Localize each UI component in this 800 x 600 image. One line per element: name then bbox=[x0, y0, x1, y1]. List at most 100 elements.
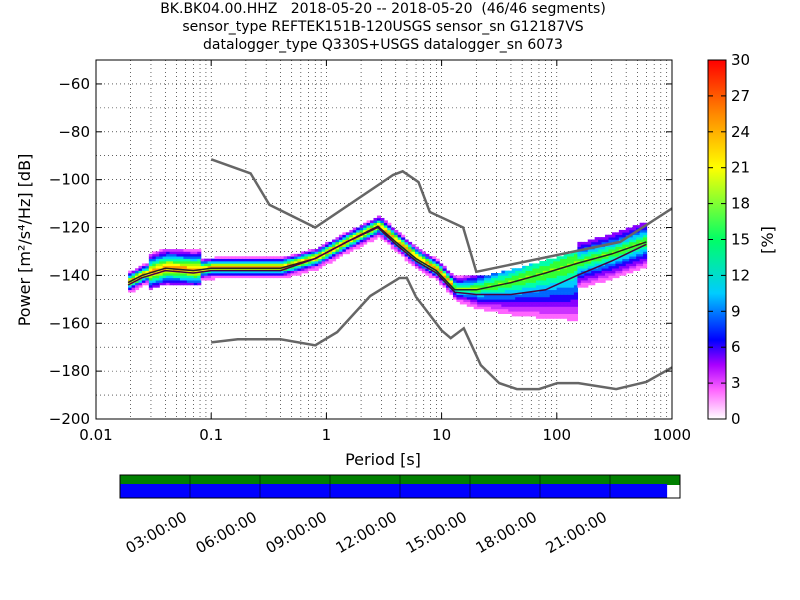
heatmap-cell bbox=[300, 256, 305, 259]
heatmap-cell bbox=[615, 263, 620, 267]
heatmap-cell bbox=[601, 249, 606, 252]
heatmap-cell bbox=[238, 265, 243, 269]
heatmap-cell bbox=[349, 249, 354, 252]
heatmap-cell bbox=[511, 275, 516, 279]
noise-model-lines bbox=[127, 158, 672, 391]
heatmap-cell bbox=[359, 234, 364, 238]
colorbar-tick-label: 24 bbox=[731, 123, 750, 141]
heatmap-cell bbox=[166, 251, 171, 255]
heatmap-cell bbox=[484, 304, 489, 307]
heatmap-cell bbox=[525, 277, 530, 281]
heatmap-cell bbox=[560, 313, 565, 317]
heatmap-cell bbox=[128, 270, 133, 274]
heatmap-cell bbox=[252, 263, 257, 267]
heatmap-cell bbox=[432, 275, 437, 279]
heatmap-cell bbox=[563, 261, 568, 264]
heatmap-cell bbox=[135, 270, 140, 274]
heatmap-cell bbox=[535, 299, 540, 303]
heatmap-cell bbox=[629, 227, 634, 231]
heatmap-cell bbox=[508, 273, 513, 276]
heatmap-cell bbox=[594, 273, 599, 276]
heatmap-cell bbox=[522, 265, 527, 269]
heatmap-cell bbox=[314, 263, 319, 267]
heatmap-cell bbox=[542, 301, 547, 305]
heatmap-cell bbox=[200, 277, 205, 281]
heatmap-cell bbox=[529, 292, 534, 295]
heatmap-cell bbox=[570, 282, 575, 286]
heatmap-cell bbox=[629, 263, 634, 267]
heatmap-cell bbox=[408, 256, 413, 259]
heatmap-cell bbox=[580, 273, 585, 276]
heatmap-cell bbox=[525, 296, 530, 300]
heatmap-cell bbox=[193, 277, 198, 281]
heatmap-cell bbox=[211, 261, 216, 264]
heatmap-cell bbox=[342, 232, 347, 236]
heatmap-cell bbox=[501, 308, 506, 312]
heatmap-cell bbox=[584, 251, 589, 255]
heatmap-cell bbox=[159, 249, 164, 252]
heatmap-cell bbox=[549, 308, 554, 312]
heatmap-cell bbox=[639, 234, 644, 238]
heatmap-cell bbox=[245, 270, 250, 274]
heatmap-cell bbox=[535, 265, 540, 269]
heatmap-cell bbox=[567, 261, 572, 264]
heatmap-cell bbox=[508, 299, 513, 303]
heatmap-cell bbox=[508, 284, 513, 288]
heatmap-cell bbox=[605, 241, 610, 245]
heatmap-cell bbox=[352, 232, 357, 236]
heatmap-cell bbox=[352, 241, 357, 245]
heatmap-cell bbox=[173, 249, 178, 252]
heatmap-cell bbox=[231, 268, 236, 271]
heatmap-cell bbox=[242, 270, 247, 274]
heatmap-cell bbox=[629, 244, 634, 247]
timeline-tick-label: 03:00:00 bbox=[123, 508, 190, 557]
heatmap-cell bbox=[169, 258, 174, 262]
heatmap-cell bbox=[397, 234, 402, 238]
heatmap-cell bbox=[611, 270, 617, 274]
heatmap-cell bbox=[573, 253, 579, 257]
heatmap-cell bbox=[573, 265, 579, 269]
heatmap-cell bbox=[176, 261, 181, 264]
heatmap-cell bbox=[363, 222, 368, 226]
heatmap-cell bbox=[636, 268, 641, 271]
heatmap-cell bbox=[508, 282, 513, 286]
heatmap-cell bbox=[570, 306, 575, 310]
heatmap-cell bbox=[397, 237, 402, 240]
heatmap-cell bbox=[290, 253, 295, 257]
heatmap-cell bbox=[577, 251, 582, 255]
heatmap-cell bbox=[484, 308, 489, 312]
heatmap-cell bbox=[414, 246, 420, 250]
heatmap-cell bbox=[159, 265, 164, 269]
heatmap-cell bbox=[643, 229, 648, 233]
heatmap-cell bbox=[480, 282, 485, 286]
heatmap-cell bbox=[155, 268, 160, 271]
heatmap-cell bbox=[231, 261, 236, 264]
heatmap-cell bbox=[611, 239, 617, 243]
heatmap-cell bbox=[515, 275, 520, 279]
heatmap-cell bbox=[186, 253, 191, 257]
plot-axes: 0.01 0.1 1 10 100 1000−200−180−160−140−120−10… bbox=[49, 60, 691, 444]
heatmap-cell bbox=[397, 239, 402, 243]
heatmap-cell bbox=[138, 268, 143, 271]
heatmap-cell bbox=[525, 275, 530, 279]
heatmap-cell bbox=[539, 304, 544, 307]
y-tick-label: −80 bbox=[58, 123, 90, 141]
heatmap-cell bbox=[515, 268, 520, 271]
heatmap-cell bbox=[608, 256, 613, 259]
heatmap-cell bbox=[425, 268, 430, 271]
heatmap-cell bbox=[366, 227, 371, 231]
heatmap-cell bbox=[269, 270, 274, 274]
heatmap-cell bbox=[335, 253, 340, 257]
heatmap-cell bbox=[383, 229, 388, 233]
heatmap-cell bbox=[611, 234, 617, 238]
heatmap-cell bbox=[539, 311, 544, 314]
heatmap-cell bbox=[235, 258, 240, 262]
heatmap-cell bbox=[563, 313, 568, 317]
heatmap-cell bbox=[549, 258, 554, 262]
heatmap-cell bbox=[152, 261, 157, 264]
heatmap-cell bbox=[186, 249, 191, 252]
heatmap-cell bbox=[459, 275, 464, 279]
heatmap-cell bbox=[428, 270, 433, 274]
heatmap-cell bbox=[622, 232, 627, 236]
heatmap-cell bbox=[162, 282, 167, 286]
